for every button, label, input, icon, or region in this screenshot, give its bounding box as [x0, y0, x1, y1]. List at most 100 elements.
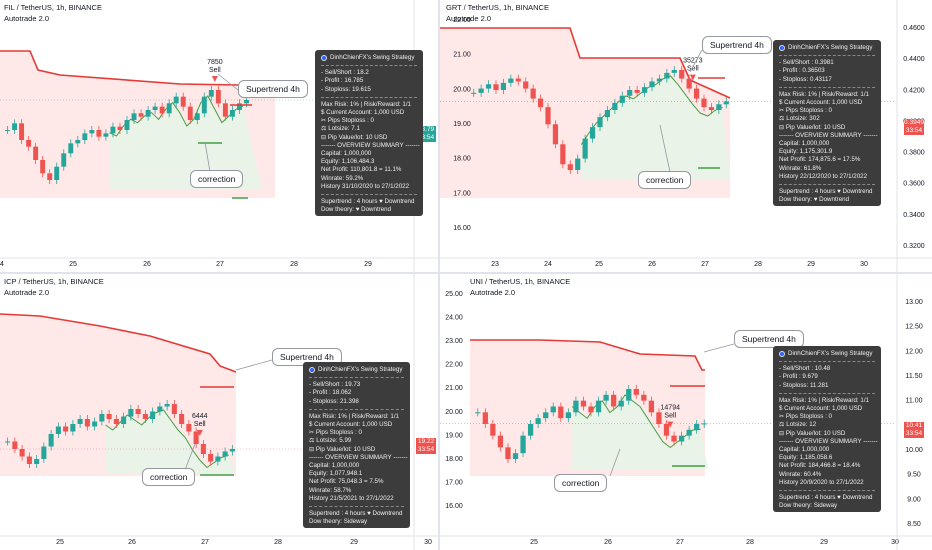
correction-zone [572, 395, 708, 469]
signal-sell-label: Sell [209, 67, 221, 74]
candle-body [582, 138, 588, 159]
candle-body [215, 456, 221, 462]
chart-panel-grt[interactable]: 35273 Sell 23 24 25 26 27 28 29 30 22.00 21.00 20.00… [440, 0, 932, 272]
box-header: DinhChienFX's Swing Strategy [779, 350, 875, 358]
box-line: - Stoploss: 19.615 [321, 85, 371, 93]
box-line: - Stoploss: 21.398 [309, 397, 359, 405]
candle-body [244, 100, 249, 104]
candle-body [138, 113, 144, 117]
x-tick-label: 28 [274, 539, 282, 546]
indicator-name: Autotrade 2.0 [4, 14, 50, 23]
candle-body [701, 98, 707, 108]
box-line: ⊟ Pip Value/lot: 10 USD [779, 123, 846, 131]
x-tick-label: 26 [143, 261, 151, 268]
candle-body [47, 173, 53, 180]
candle-body [603, 394, 609, 401]
candle-body [595, 400, 602, 413]
candle-body [641, 394, 647, 401]
candle-body [186, 424, 192, 432]
candle-body [200, 444, 206, 454]
box-line: ⊟ Pip Value/lot: 10 USD [321, 133, 388, 141]
candle-body [68, 143, 74, 154]
box-line: $ Current Account: 1,000 USD [309, 421, 393, 429]
box-separator [779, 490, 875, 492]
box-line: ✂ Pips Stoploss : 0 [779, 107, 832, 115]
x-tick-label: 26 [128, 539, 136, 546]
candle-body [41, 446, 47, 459]
chart-panel-uni[interactable]: 14794 Sell 25 26 27 28 29 30 25.00 24.00 23.00 22.0… [440, 274, 932, 550]
signal-sell-label: Sell [194, 421, 206, 428]
strategy-logo-icon [309, 367, 315, 374]
candle-body [567, 164, 573, 170]
candle-body [19, 123, 25, 140]
y-tick-label-right: 12.00 [905, 348, 923, 355]
supertrend-callout: Supertrend 4h [734, 330, 804, 348]
candle-body [493, 84, 499, 90]
box-line: ✂ Pips Stoploss : 0 [309, 429, 362, 437]
candle-body [550, 406, 556, 413]
candle-body [505, 447, 511, 459]
y-tick-label-left: 22.00 [453, 17, 471, 24]
x-tick-label: 29 [807, 261, 815, 268]
x-tick-label: 25 [69, 261, 77, 268]
x-tick-label: 29 [364, 261, 372, 268]
sell-arrow [689, 74, 696, 81]
x-tick-label: 30 [891, 539, 899, 546]
candle-body [671, 435, 677, 442]
candle-body [649, 81, 655, 88]
correction-pointer [609, 448, 621, 477]
y-tick-label-left: 19.00 [445, 432, 463, 439]
candle-body [634, 90, 640, 93]
supertrend-pointer [217, 73, 239, 91]
candle-body [131, 113, 137, 120]
box-line: History 31/10/2020 to 27/1/2022 [321, 182, 410, 190]
panel-divider-vertical [438, 0, 440, 550]
candle-body [179, 414, 185, 424]
candle-body [633, 389, 639, 395]
candle-body [5, 130, 10, 131]
candle-body [523, 81, 529, 89]
candle-body [627, 90, 633, 96]
candle-body [145, 110, 151, 117]
box-line: Dow theory: ♥ Downtrend [321, 206, 392, 214]
y-tick-label-left: 17.00 [445, 479, 463, 486]
candle-body [208, 90, 214, 97]
box-separator [309, 377, 404, 379]
candle-body [128, 409, 134, 417]
x-tick-label: 28 [746, 539, 754, 546]
candle-body [589, 127, 596, 139]
candle-body [12, 441, 18, 449]
candle-body [159, 106, 165, 114]
indicator-name: Autotrade 2.0 [446, 14, 492, 23]
candle-body [558, 406, 564, 419]
box-line: Supertrend : 4 hours ♥ Downtrend [779, 188, 873, 196]
box-line: Max Risk: 1% | Risk/Reward: 1/1 [309, 412, 399, 420]
candle-body [82, 133, 88, 140]
candle-body [201, 96, 207, 114]
candle-body [588, 406, 594, 413]
signal-id-label: 35273 [683, 58, 703, 65]
box-line: Capital: 1,000,000 [779, 446, 830, 454]
candle-body [33, 146, 39, 160]
candle-body [490, 424, 496, 436]
correction-callout: correction [554, 474, 608, 492]
sell-arrow [667, 421, 674, 428]
chart-panel-icp[interactable]: 6444 Sell 25 26 27 28 29 30 ICP / TetherUS, 1h,… [0, 274, 438, 550]
candle-body [656, 78, 663, 82]
box-separator [779, 184, 875, 186]
candle-body [222, 451, 228, 457]
candle-body [604, 110, 611, 118]
box-line: ------- OVERVIEW SUMMARY ------- [779, 437, 878, 445]
x-tick-label: 28 [290, 261, 298, 268]
box-line: - Profit : 18.062 [309, 389, 352, 397]
candle-body [194, 113, 200, 120]
x-tick-label: 25 [56, 539, 64, 546]
box-line: ⚖ Lotsize: 12 [779, 421, 817, 429]
box-line: Equity: 1,077,948.1 [309, 470, 363, 478]
box-line: - Sell/Short : 19.73 [309, 381, 361, 389]
candle-body [686, 429, 692, 436]
x-tick-label: 27 [701, 261, 709, 268]
y-tick-label-right: 12.50 [905, 324, 923, 331]
candle-body [648, 400, 655, 413]
